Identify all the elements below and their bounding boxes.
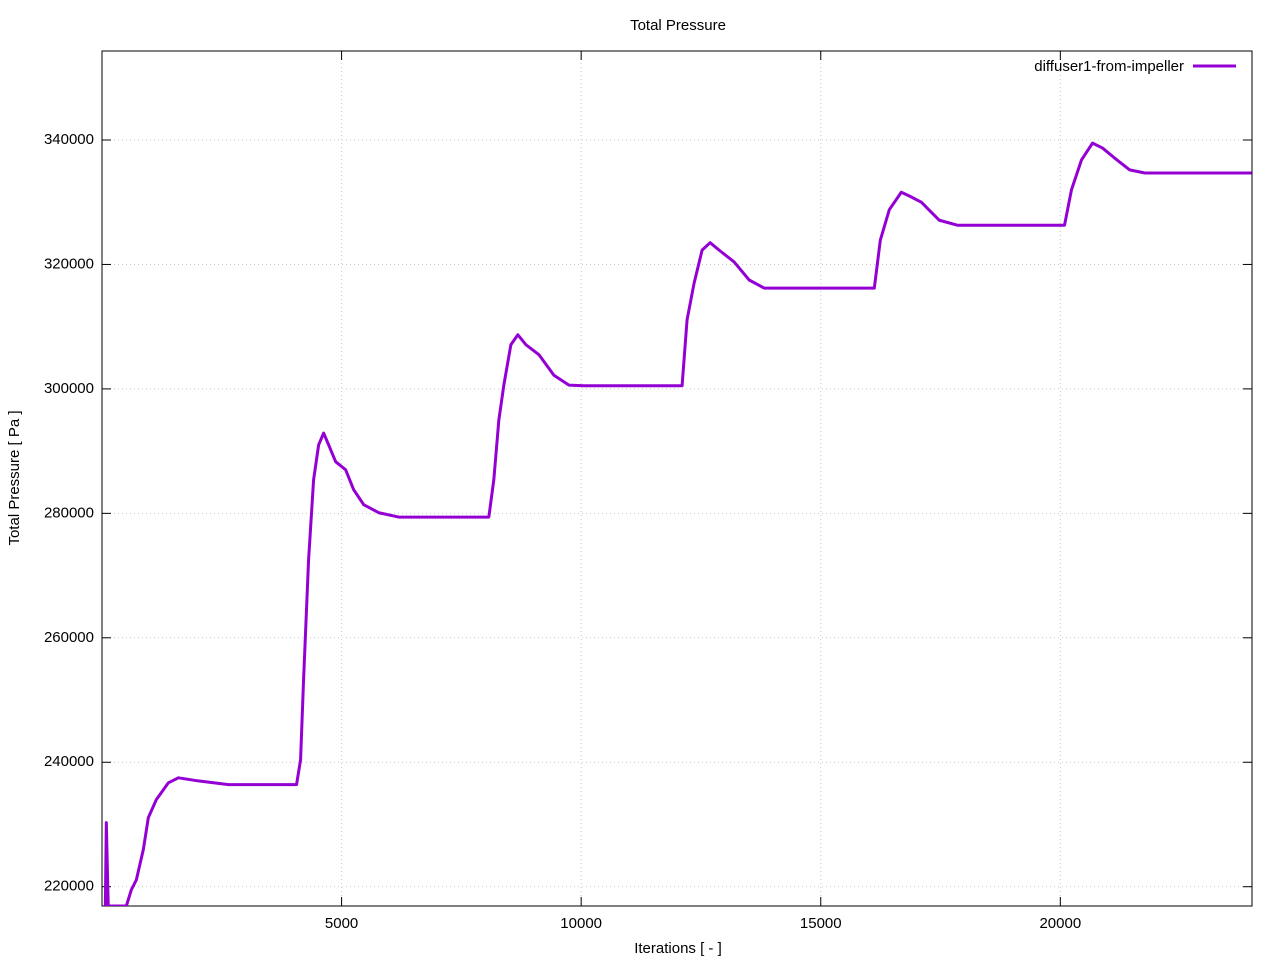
x-tick-label: 5000 xyxy=(325,915,358,932)
x-tick-label: 15000 xyxy=(800,915,842,932)
y-axis-label: Total Pressure [ Pa ] xyxy=(6,410,23,545)
y-tick-label: 220000 xyxy=(44,878,94,895)
x-tick-label: 10000 xyxy=(560,915,602,932)
x-tick-label: 20000 xyxy=(1039,915,1081,932)
y-tick-label: 340000 xyxy=(44,131,94,148)
y-tick-label: 280000 xyxy=(44,504,94,521)
legend-label: diffuser1-from-impeller xyxy=(1034,58,1184,75)
y-tick-label: 320000 xyxy=(44,255,94,272)
plot-border xyxy=(101,50,1253,907)
chart-title: Total Pressure xyxy=(630,17,726,34)
data-line xyxy=(103,141,1252,906)
x-axis-label: Iterations [ - ] xyxy=(634,940,722,957)
y-tick-label: 260000 xyxy=(44,629,94,646)
y-tick-label: 300000 xyxy=(44,380,94,397)
y-tick-label: 240000 xyxy=(44,753,94,770)
